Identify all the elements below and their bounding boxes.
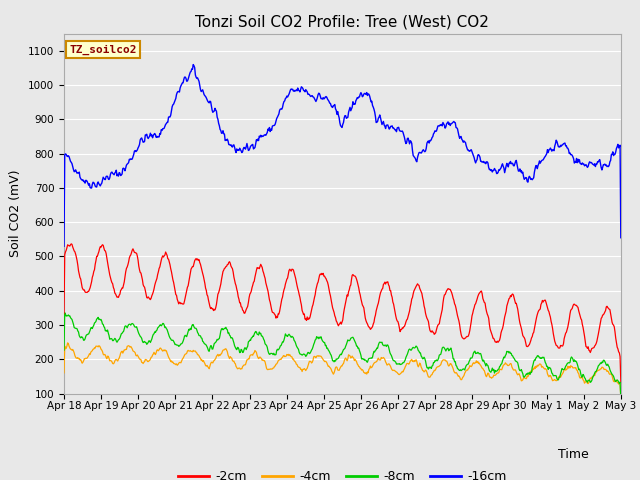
Y-axis label: Soil CO2 (mV): Soil CO2 (mV) [10,170,22,257]
Legend: -2cm, -4cm, -8cm, -16cm: -2cm, -4cm, -8cm, -16cm [173,465,512,480]
Text: TZ_soilco2: TZ_soilco2 [70,44,137,55]
Title: Tonzi Soil CO2 Profile: Tree (West) CO2: Tonzi Soil CO2 Profile: Tree (West) CO2 [195,15,490,30]
Text: Time: Time [558,448,589,461]
